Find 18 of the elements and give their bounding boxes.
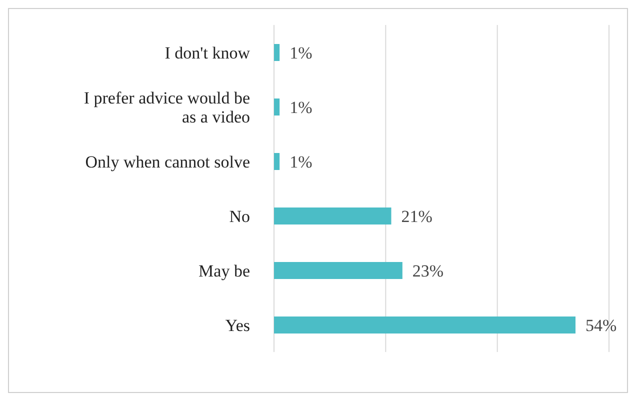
data-label: 54% bbox=[586, 316, 617, 336]
bar bbox=[274, 316, 576, 334]
data-label: 1% bbox=[290, 44, 312, 63]
y-tick-label: No bbox=[229, 206, 250, 226]
y-tick-label: I don't know bbox=[164, 42, 251, 62]
bar bbox=[274, 153, 280, 170]
y-tick-label: Only when cannot solve bbox=[85, 152, 250, 171]
bar bbox=[274, 98, 280, 116]
data-label: 21% bbox=[401, 207, 432, 226]
bar bbox=[274, 262, 402, 279]
y-tick-label: Yes bbox=[225, 315, 250, 334]
data-label: 1% bbox=[290, 152, 312, 172]
y-tick-label: I prefer advice would be as a video bbox=[84, 88, 250, 126]
bar bbox=[274, 208, 392, 224]
bar bbox=[274, 44, 280, 61]
y-tick-label: May be bbox=[198, 260, 250, 280]
data-label: 1% bbox=[290, 98, 312, 118]
data-label: 23% bbox=[412, 262, 444, 281]
